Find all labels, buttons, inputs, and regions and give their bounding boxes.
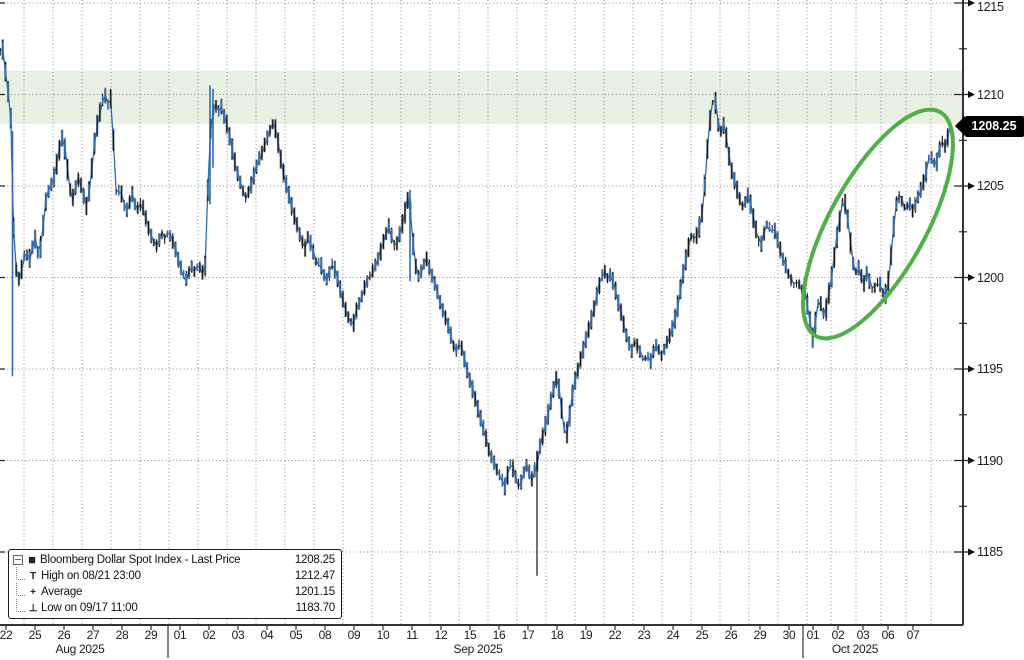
x-axis-day-label: 05 bbox=[289, 628, 303, 642]
last-price-value: 1208.25 bbox=[971, 119, 1017, 134]
y-axis-tick-label: 1200 bbox=[977, 270, 1004, 285]
legend-value: 1208.25 bbox=[294, 554, 335, 566]
legend-expander-icon[interactable] bbox=[13, 555, 23, 565]
x-axis-month-label: Sep 2025 bbox=[453, 642, 503, 656]
x-axis-day-label: 06 bbox=[881, 628, 895, 642]
x-axis-month-label: Aug 2025 bbox=[55, 642, 105, 656]
trend-ellipse-annotation bbox=[801, 107, 955, 341]
x-axis-day-label: 16 bbox=[492, 628, 506, 642]
x-axis-day-label: 10 bbox=[376, 628, 390, 642]
x-axis-day-label: 02 bbox=[831, 628, 845, 642]
y-axis-tick-marks bbox=[0, 2, 969, 553]
legend-label: Average bbox=[41, 586, 83, 598]
highlight-band bbox=[0, 70, 963, 124]
legend-tree-connector bbox=[16, 598, 25, 612]
low-marker-icon: ⊥ bbox=[28, 602, 38, 614]
x-axis-day-label: 01 bbox=[173, 628, 187, 642]
x-axis-day-label: 22 bbox=[0, 628, 13, 642]
x-axis-day-label: 29 bbox=[144, 628, 158, 642]
legend-label: Low on 09/17 11:00 bbox=[41, 602, 138, 614]
high-marker-icon: T bbox=[30, 570, 36, 582]
x-axis-day-label: 03 bbox=[856, 628, 870, 642]
y-axis-tick-label: 1185 bbox=[977, 545, 1003, 559]
x-axis-day-label: 27 bbox=[86, 628, 100, 642]
x-axis-day-label: 19 bbox=[579, 628, 593, 642]
legend-tree-connector bbox=[16, 566, 25, 580]
legend-label: High on 08/21 23:00 bbox=[41, 570, 141, 582]
legend-row: ■ Bloomberg Dollar Spot Index - Last Pric… bbox=[13, 552, 335, 568]
x-axis-day-label: 25 bbox=[28, 628, 42, 642]
legend-row: ⊥ Low on 09/17 11:00 1183.70 bbox=[13, 598, 336, 616]
legend-box: ■ Bloomberg Dollar Spot Index - Last Pric… bbox=[8, 549, 342, 619]
y-axis-tick-label: 1215 bbox=[977, 0, 1004, 14]
price-spikes-blue bbox=[11, 85, 411, 377]
series-square-icon: ■ bbox=[28, 552, 36, 567]
x-axis-day-label: 09 bbox=[347, 628, 361, 642]
x-axis-day-label: 25 bbox=[695, 628, 709, 642]
x-axis-tick-marks bbox=[5, 625, 914, 658]
y-axis-tick-label: 1190 bbox=[977, 453, 1003, 468]
x-axis-day-label: 28 bbox=[115, 628, 129, 642]
x-axis-day-label: 18 bbox=[550, 628, 564, 642]
x-axis-day-label: 26 bbox=[724, 628, 738, 642]
price-tag-arrow-icon bbox=[955, 116, 965, 137]
x-axis-day-label: 29 bbox=[753, 628, 767, 642]
legend-value: 1183.70 bbox=[295, 602, 336, 614]
x-axis-day-label: 02 bbox=[202, 628, 216, 642]
x-axis-day-label: 17 bbox=[521, 628, 535, 642]
average-marker-icon: + bbox=[30, 586, 36, 598]
x-axis-day-label: 07 bbox=[906, 628, 920, 642]
y-axis-tick-label: 1195 bbox=[977, 362, 1003, 376]
y-axis-tick-label: 1210 bbox=[977, 87, 1004, 102]
x-axis-day-label: 08 bbox=[318, 628, 332, 642]
series-bars-blue bbox=[1, 42, 941, 493]
legend-label: Bloomberg Dollar Spot Index - Last Price bbox=[40, 554, 241, 566]
x-axis-day-label: 04 bbox=[260, 628, 274, 642]
legend-row: T High on 08/21 23:00 1212.47 bbox=[13, 566, 335, 584]
legend-value: 1212.47 bbox=[294, 570, 335, 582]
x-axis-day-label: 24 bbox=[666, 628, 680, 642]
legend-value: 1201.15 bbox=[294, 586, 335, 598]
x-axis-day-label: 03 bbox=[231, 628, 245, 642]
x-axis-day-label: 01 bbox=[806, 628, 820, 642]
x-axis-day-label: 15 bbox=[463, 628, 477, 642]
x-axis-day-label: 11 bbox=[406, 628, 418, 642]
legend-tree-connector bbox=[16, 582, 25, 596]
legend-rows: ■ Bloomberg Dollar Spot Index - Last Pric… bbox=[13, 552, 335, 616]
x-axis-day-label: 22 bbox=[608, 628, 622, 642]
x-axis-month-label: Oct 2025 bbox=[831, 642, 879, 656]
y-axis-tick-arrow-icons bbox=[968, 0, 975, 556]
x-axis-day-label: 26 bbox=[57, 628, 71, 642]
y-axis-tick-label: 1205 bbox=[977, 179, 1004, 193]
x-axis-day-label: 23 bbox=[637, 628, 651, 642]
last-price-tag: 1208.25 bbox=[955, 116, 1024, 138]
x-axis-day-label: 30 bbox=[782, 628, 796, 642]
x-axis-day-label: 12 bbox=[434, 628, 448, 642]
legend-row: + Average 1201.15 bbox=[13, 582, 335, 600]
